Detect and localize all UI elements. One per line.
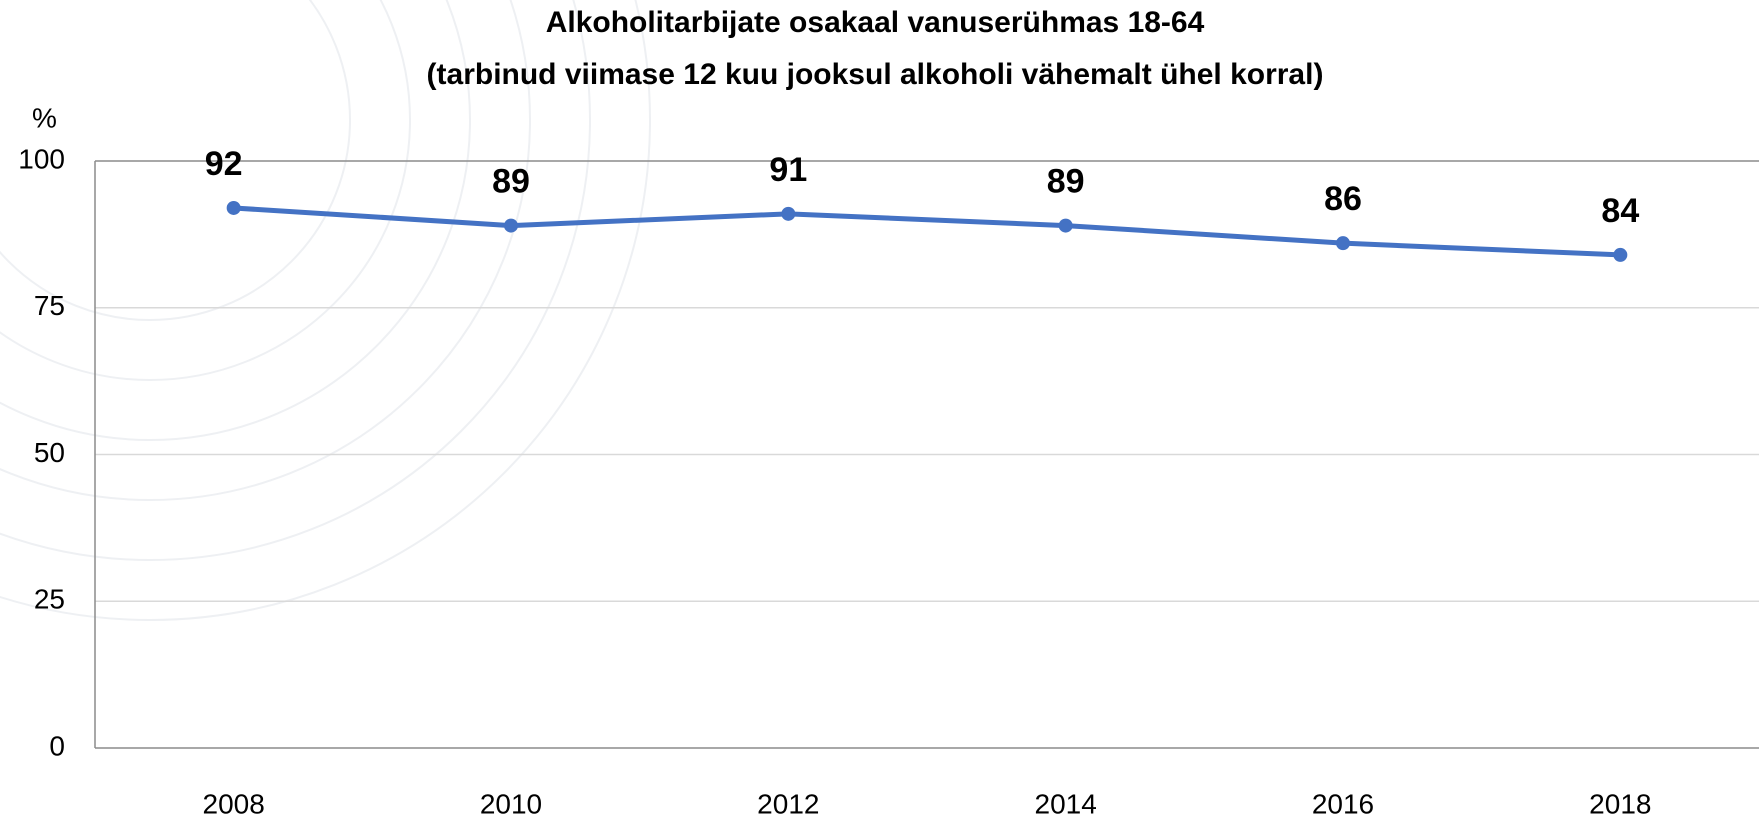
- point: [1058, 218, 1073, 233]
- data-label: 84: [1601, 192, 1639, 230]
- x-tick-label: 2012: [757, 788, 819, 819]
- point: [1613, 247, 1628, 262]
- y-tick-label: 100: [18, 143, 65, 174]
- x-tick-label: 2018: [1589, 788, 1651, 819]
- point: [226, 200, 241, 215]
- x-tick-label: 2010: [480, 788, 542, 819]
- data-label: 89: [492, 163, 530, 201]
- x-tick-label: 2008: [203, 788, 265, 819]
- y-tick-label: 0: [49, 730, 65, 761]
- data-label: 91: [769, 151, 807, 189]
- y-tick-label: 25: [34, 584, 65, 615]
- y-axis-label: %: [32, 102, 57, 133]
- background-pattern: [0, 0, 651, 621]
- point: [781, 206, 796, 221]
- data-label: 92: [205, 145, 243, 183]
- point: [1336, 236, 1350, 251]
- x-tick-label: 2016: [1312, 788, 1374, 819]
- x-tick-label: 2014: [1035, 788, 1097, 819]
- data-label: 86: [1324, 180, 1362, 218]
- chart-subtitle: (tarbinud viimase 12 kuu jooksul alkohol…: [427, 58, 1324, 91]
- y-tick-label: 50: [34, 437, 65, 468]
- y-tick-label: 75: [34, 290, 65, 321]
- data-label: 89: [1047, 163, 1085, 201]
- line: [233, 205, 1621, 258]
- point: [504, 218, 518, 233]
- chart-title: Alkoholitarbijate osakaal vanuserühmas 1…: [546, 6, 1205, 39]
